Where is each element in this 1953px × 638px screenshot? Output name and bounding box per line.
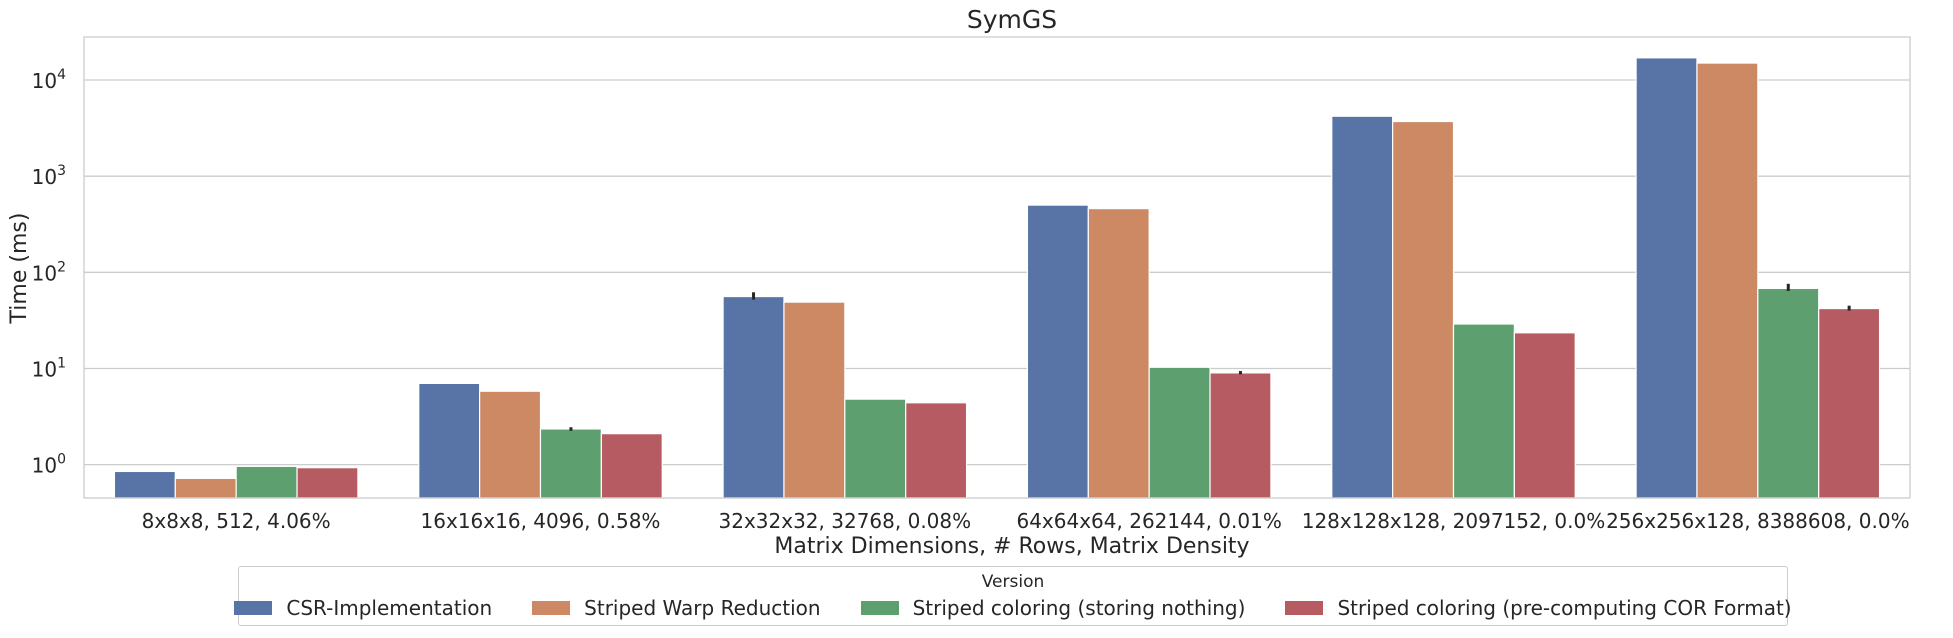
legend-item: Striped Warp Reduction: [532, 596, 821, 620]
bar: [1148, 366, 1211, 499]
bar: [783, 301, 846, 499]
legend: Version CSR-Implementation Striped Warp R…: [234, 566, 1792, 626]
bar: [113, 470, 176, 499]
y-tick-label: 103: [32, 163, 66, 189]
legend-item: CSR-Implementation: [234, 596, 492, 620]
bar: [174, 477, 237, 499]
legend-swatch: [234, 601, 273, 615]
bar: [1087, 207, 1150, 499]
bar: [905, 402, 968, 499]
legend-title: Version: [981, 572, 1045, 592]
x-tick-label: 256x256x128, 8388608, 0.0%: [1606, 509, 1910, 533]
bar: [1635, 57, 1698, 499]
legend-item: Striped coloring (pre-computing COR Form…: [1285, 596, 1792, 620]
bars-layer: [113, 57, 1881, 499]
error-bars-layer: [569, 283, 1851, 431]
legend-swatch: [1285, 601, 1324, 615]
bar: [1818, 307, 1881, 499]
bar: [479, 390, 542, 499]
bar: [296, 467, 359, 499]
legend-item: Striped coloring (storing nothing): [860, 596, 1246, 620]
chart-svg: SymGS Time (ms) Matrix Dimensions, # Row…: [7, 5, 1911, 559]
x-tick-label: 128x128x128, 2097152, 0.0%: [1302, 509, 1606, 533]
y-tick-labels: 100 101 102 103 104: [32, 67, 66, 478]
legend-swatch: [532, 601, 571, 615]
y-tick-label: 104: [32, 67, 66, 93]
grid-layer: [84, 79, 1910, 466]
x-axis-label: Matrix Dimensions, # Rows, Matrix Densit…: [774, 534, 1249, 559]
x-tick-label: 16x16x16, 4096, 0.58%: [421, 509, 661, 533]
bar: [1331, 115, 1394, 499]
y-tick-label: 100: [32, 452, 66, 478]
x-tick-labels: 8x8x8, 512, 4.06% 16x16x16, 4096, 0.58% 32…: [142, 509, 1910, 533]
bar: [539, 428, 602, 499]
x-tick-label: 8x8x8, 512, 4.06%: [142, 509, 331, 533]
bar: [1757, 287, 1820, 499]
legend-label: CSR-Implementation: [286, 596, 493, 620]
bar: [1026, 204, 1089, 499]
bar: [1696, 62, 1759, 499]
y-axis-label: Time (ms): [7, 213, 32, 325]
bar: [1452, 323, 1515, 499]
bar: [844, 398, 907, 499]
bar: [722, 295, 785, 499]
bar: [235, 465, 298, 499]
x-tick-label: 32x32x32, 32768, 0.08%: [719, 509, 972, 533]
legend-swatch: [860, 601, 899, 615]
y-tick-label: 102: [32, 259, 66, 285]
y-tick-label: 101: [32, 355, 66, 381]
bar: [1513, 332, 1576, 499]
bar: [600, 433, 663, 499]
plot-frame: [83, 36, 1911, 499]
bar: [1392, 120, 1455, 499]
x-tick-label: 64x64x64, 262144, 0.01%: [1016, 509, 1281, 533]
legend-label: Striped Warp Reduction: [584, 596, 821, 620]
legend-label: Striped coloring (storing nothing): [912, 596, 1246, 620]
bar: [1209, 372, 1272, 499]
legend-label: Striped coloring (pre-computing COR Form…: [1337, 596, 1792, 620]
bar: [418, 382, 481, 499]
chart-title: SymGS: [967, 5, 1057, 34]
legend-items: CSR-Implementation Striped Warp Reduction…: [234, 596, 1792, 620]
